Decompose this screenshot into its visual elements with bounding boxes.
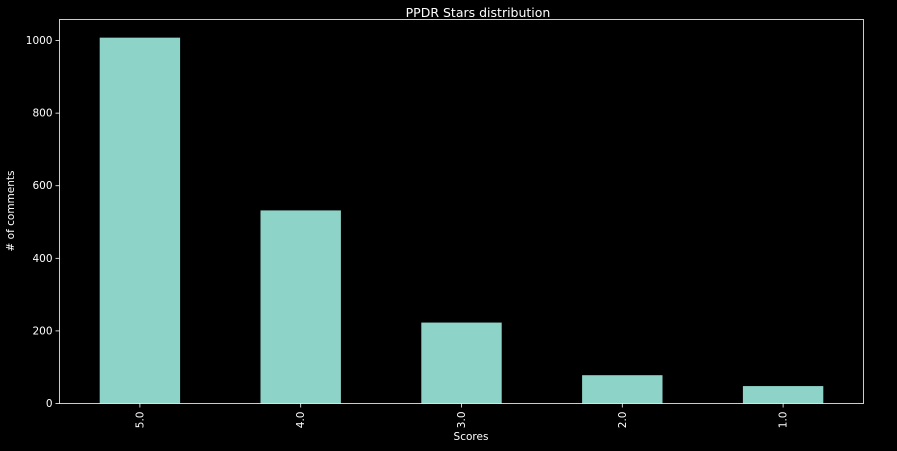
x-axis: 5.0 4.0 3.0 2.0 1.0 xyxy=(134,403,790,429)
x-tick-label: 4.0 xyxy=(295,412,307,429)
y-tick-label: 200 xyxy=(32,325,52,337)
bar xyxy=(421,322,502,404)
x-tick-label: 3.0 xyxy=(456,412,468,429)
bar xyxy=(260,210,341,404)
y-axis: 0 200 400 600 800 1000 xyxy=(26,35,60,410)
x-tick-label: 5.0 xyxy=(134,412,146,429)
chart-title: PPDR Stars distribution xyxy=(406,5,551,20)
y-tick-label: 400 xyxy=(32,253,52,265)
y-tick-label: 1000 xyxy=(26,35,53,47)
bar xyxy=(99,37,181,404)
x-axis-label: Scores xyxy=(454,431,489,443)
plot-frame xyxy=(59,19,864,404)
x-tick-label: 2.0 xyxy=(617,412,629,429)
y-tick-label: 600 xyxy=(32,180,52,192)
bar xyxy=(742,386,824,404)
y-tick-label: 800 xyxy=(32,108,52,120)
y-tick-label: 0 xyxy=(46,398,53,410)
bars xyxy=(99,37,824,404)
x-tick-label: 1.0 xyxy=(778,412,790,429)
bar xyxy=(582,375,663,404)
y-axis-label: # of comments xyxy=(5,171,17,252)
